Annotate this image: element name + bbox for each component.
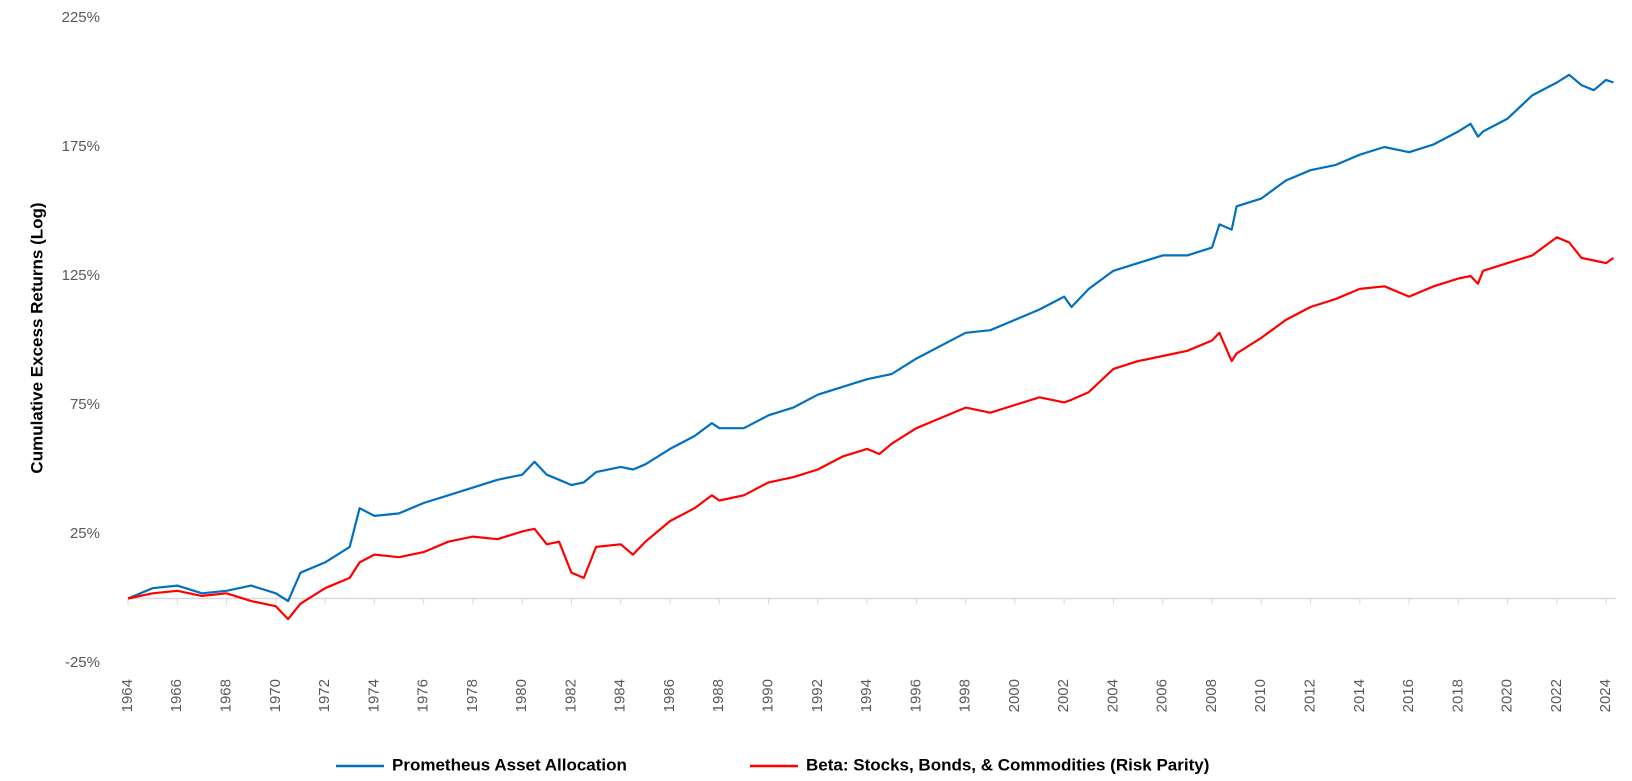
x-tick-label: 1984	[612, 679, 629, 712]
x-tick-label: 1966	[168, 679, 185, 712]
x-tick-label: 1964	[119, 679, 136, 712]
y-axis-title: Cumulative Excess Returns (Log)	[27, 202, 46, 473]
x-tick-label: 1992	[809, 679, 826, 712]
x-tick-label: 2022	[1548, 679, 1565, 712]
x-tick-label: 2008	[1203, 679, 1220, 712]
y-tick-label: 125%	[62, 267, 100, 284]
x-tick-label: 1980	[513, 679, 530, 712]
x-tick-label: 1988	[710, 679, 727, 712]
y-tick-label: 75%	[70, 396, 100, 413]
x-tick-label: 1974	[365, 679, 382, 712]
series-line	[127, 73, 1614, 603]
series-line	[127, 236, 1615, 621]
x-tick-label: 1970	[267, 679, 284, 712]
x-tick-label: 1994	[858, 679, 875, 712]
x-tick-label: 1986	[661, 679, 678, 712]
legend-label: Beta: Stocks, Bonds, & Commodities (Risk…	[806, 755, 1209, 774]
x-tick-label: 2020	[1499, 679, 1516, 712]
x-tick-label: 2004	[1104, 679, 1121, 712]
y-tick-label: 25%	[70, 525, 100, 542]
x-tick-label: 2010	[1252, 679, 1269, 712]
x-tick-label: 2018	[1449, 679, 1466, 712]
x-tick-label: 1998	[957, 679, 974, 712]
x-tick-label: 1968	[218, 679, 235, 712]
x-tick-label: 1976	[415, 679, 432, 712]
legend-label: Prometheus Asset Allocation	[392, 755, 627, 774]
y-tick-label: 225%	[62, 9, 100, 26]
x-tick-label: 2016	[1400, 679, 1417, 712]
x-tick-label: 1990	[759, 679, 776, 712]
x-tick-label: 2006	[1154, 679, 1171, 712]
x-tick-label: 1978	[464, 679, 481, 712]
x-tick-label: 1996	[907, 679, 924, 712]
y-tick-label: 175%	[62, 138, 100, 155]
x-tick-label: 1972	[316, 679, 333, 712]
x-tick-label: 1982	[562, 679, 579, 712]
x-tick-label: 2002	[1055, 679, 1072, 712]
x-tick-label: 2024	[1597, 679, 1614, 712]
x-tick-label: 2012	[1301, 679, 1318, 712]
x-tick-label: 2014	[1351, 679, 1368, 712]
x-tick-label: 2000	[1006, 679, 1023, 712]
y-tick-label: -25%	[65, 654, 100, 671]
